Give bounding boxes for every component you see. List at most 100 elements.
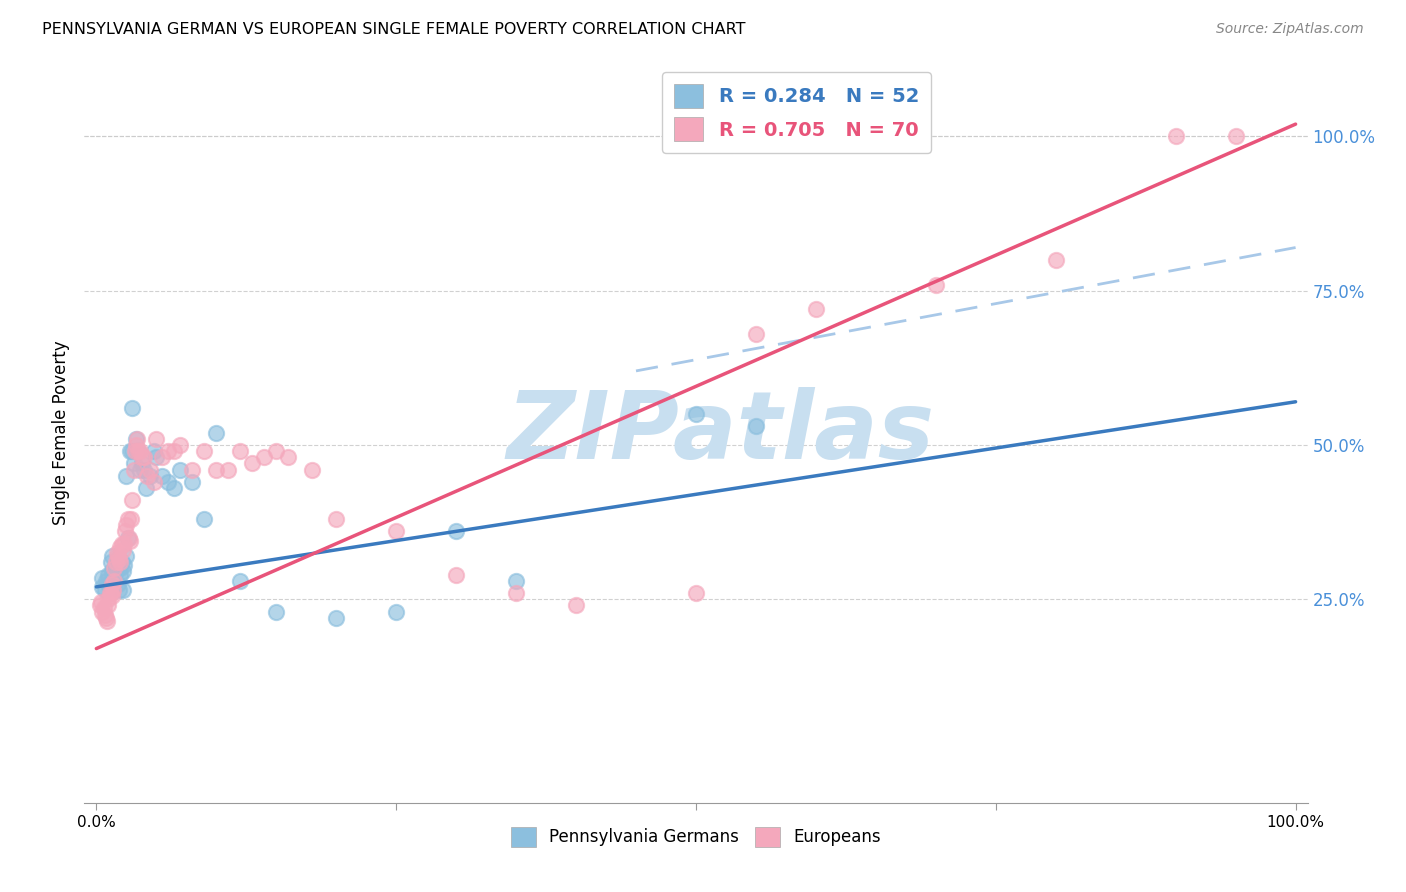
Point (110, 567, 132, 582)
Point (685, 586, 707, 600)
Point (157, 444, 180, 458)
Point (139, 462, 162, 476)
Point (125, 438, 148, 452)
Point (97, 599, 120, 613)
Point (444, 524, 467, 539)
Point (142, 444, 165, 458)
Point (240, 457, 263, 471)
Point (157, 475, 180, 489)
Point (101, 549, 124, 563)
Point (105, 546, 128, 560)
Point (121, 444, 143, 458)
Point (112, 536, 135, 550)
Point (122, 462, 145, 476)
Point (98, 586, 121, 600)
Text: Source: ZipAtlas.com: Source: ZipAtlas.com (1216, 22, 1364, 37)
Point (105, 555, 128, 569)
Text: ZIPatlas: ZIPatlas (506, 386, 935, 479)
Point (229, 444, 252, 458)
Point (217, 462, 239, 476)
Point (111, 542, 134, 557)
Point (103, 561, 125, 575)
Point (93, 601, 115, 615)
Point (101, 565, 124, 579)
Point (253, 450, 276, 465)
Point (169, 438, 191, 452)
Point (325, 512, 347, 526)
Point (118, 444, 141, 458)
Point (103, 571, 125, 585)
Point (111, 582, 134, 597)
Point (444, 567, 467, 582)
Point (91, 580, 114, 594)
Point (128, 444, 150, 458)
Point (229, 574, 252, 588)
Point (124, 444, 146, 458)
Point (925, 277, 948, 292)
Point (277, 450, 299, 465)
Point (685, 407, 707, 421)
Point (804, 302, 827, 317)
Point (108, 582, 131, 597)
Point (131, 450, 153, 465)
Y-axis label: Single Female Poverty: Single Female Poverty (52, 341, 70, 524)
Point (385, 524, 408, 539)
Point (112, 558, 135, 573)
Point (91, 571, 114, 585)
Point (181, 475, 204, 489)
Point (104, 565, 127, 579)
Point (100, 586, 122, 600)
Point (139, 468, 162, 483)
Point (110, 555, 132, 569)
Point (745, 326, 768, 341)
Point (117, 531, 139, 545)
Point (89, 599, 111, 613)
Point (121, 493, 143, 508)
Point (97, 592, 120, 607)
Point (505, 574, 527, 588)
Point (505, 586, 527, 600)
Point (107, 576, 129, 591)
Point (301, 462, 323, 476)
Point (205, 462, 228, 476)
Point (115, 518, 138, 533)
Point (193, 444, 215, 458)
Point (110, 561, 132, 575)
Point (169, 462, 191, 476)
Point (745, 419, 768, 434)
Point (205, 425, 228, 440)
Point (101, 589, 124, 603)
Point (150, 450, 173, 465)
Point (145, 432, 167, 446)
Point (325, 611, 347, 625)
Point (101, 576, 124, 591)
Point (142, 475, 165, 489)
Point (150, 468, 173, 483)
Point (108, 552, 131, 566)
Point (134, 450, 156, 465)
Point (103, 574, 125, 588)
Point (110, 536, 132, 550)
Point (121, 401, 143, 415)
Point (100, 555, 122, 569)
Point (1045, 252, 1067, 267)
Point (94, 611, 117, 625)
Point (163, 481, 186, 495)
Point (120, 512, 142, 526)
Point (110, 555, 132, 569)
Point (114, 524, 136, 539)
Point (1164, 129, 1187, 144)
Point (264, 605, 287, 619)
Point (131, 457, 153, 471)
Point (135, 468, 157, 483)
Point (93, 582, 117, 597)
Point (118, 533, 141, 548)
Point (125, 432, 148, 446)
Text: PENNSYLVANIA GERMAN VS EUROPEAN SINGLE FEMALE POVERTY CORRELATION CHART: PENNSYLVANIA GERMAN VS EUROPEAN SINGLE F… (42, 22, 745, 37)
Legend: Pennsylvania Germans, Europeans: Pennsylvania Germans, Europeans (503, 820, 889, 854)
Point (181, 462, 204, 476)
Point (134, 462, 156, 476)
Point (163, 444, 186, 458)
Point (93, 607, 117, 622)
Point (127, 432, 149, 446)
